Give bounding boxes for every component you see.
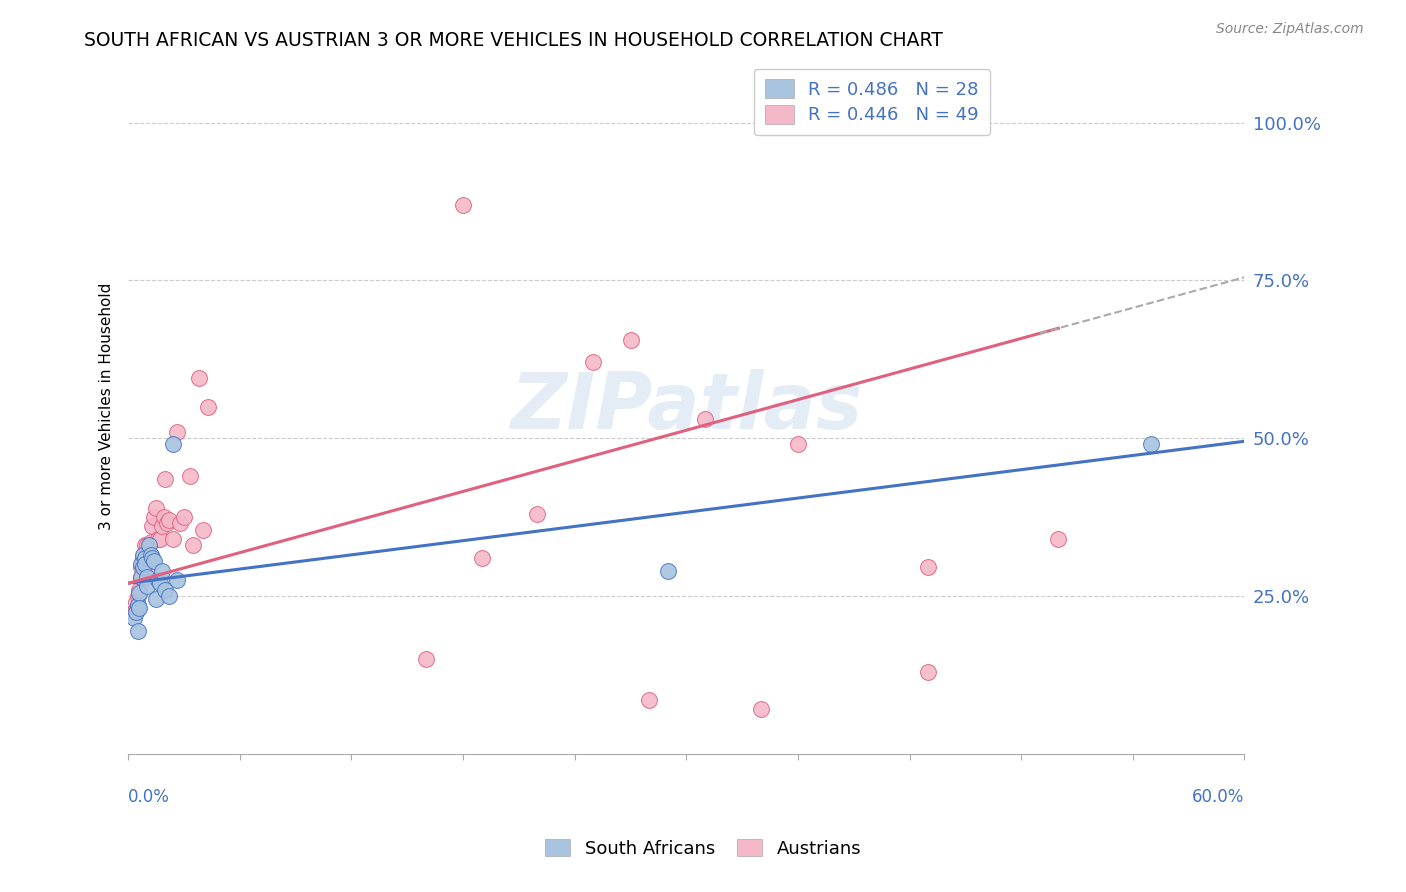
Point (128, 601, 150, 615)
Point (191, 523, 214, 537)
Point (155, 582, 177, 597)
Point (146, 532, 169, 546)
Point (150, 564, 173, 578)
Point (162, 437, 184, 451)
Point (150, 519, 173, 533)
Point (149, 532, 172, 546)
Point (693, 412, 716, 426)
Point (129, 570, 152, 584)
Point (125, 601, 148, 615)
Point (146, 573, 169, 587)
Point (128, 582, 150, 597)
Point (129, 558, 152, 572)
Point (582, 355, 605, 369)
Point (139, 535, 162, 549)
Point (471, 551, 494, 566)
Point (917, 560, 939, 574)
Point (127, 624, 149, 638)
Point (134, 544, 156, 558)
Point (127, 601, 149, 615)
Point (657, 564, 679, 578)
Point (141, 519, 163, 533)
Point (1047, 532, 1070, 546)
Legend: R = 0.486   N = 28, R = 0.446   N = 49: R = 0.486 N = 28, R = 0.446 N = 49 (754, 69, 990, 136)
Point (132, 560, 155, 574)
Point (138, 560, 160, 574)
Point (1140, 437, 1163, 451)
Point (129, 570, 152, 584)
Point (145, 500, 167, 515)
Point (141, 551, 163, 566)
Point (134, 551, 156, 566)
Point (134, 558, 156, 572)
Point (183, 538, 205, 552)
Point (526, 507, 548, 521)
Point (132, 551, 155, 566)
Point (135, 570, 157, 584)
Point (139, 548, 162, 562)
Text: ZIPatlas: ZIPatlas (510, 368, 862, 444)
Point (143, 510, 166, 524)
Text: SOUTH AFRICAN VS AUSTRIAN 3 OR MORE VEHICLES IN HOUSEHOLD CORRELATION CHART: SOUTH AFRICAN VS AUSTRIAN 3 OR MORE VEHI… (84, 31, 943, 50)
Point (157, 589, 180, 603)
Point (415, 652, 437, 666)
Point (135, 579, 157, 593)
Point (129, 560, 152, 574)
Point (127, 599, 149, 613)
Point (143, 554, 166, 568)
Legend: South Africans, Austrians: South Africans, Austrians (537, 832, 869, 865)
Point (135, 551, 157, 566)
Point (166, 425, 188, 439)
Text: Source: ZipAtlas.com: Source: ZipAtlas.com (1216, 22, 1364, 37)
Text: 60.0%: 60.0% (1192, 789, 1244, 806)
Point (162, 532, 184, 546)
Point (132, 554, 155, 568)
Point (156, 516, 179, 531)
Point (197, 400, 219, 414)
Point (917, 665, 939, 679)
Point (145, 592, 167, 607)
Point (152, 510, 174, 524)
Point (157, 513, 180, 527)
Point (125, 605, 148, 619)
Point (166, 573, 188, 587)
Point (149, 576, 172, 591)
Point (138, 538, 160, 552)
Point (787, 437, 810, 451)
Point (135, 538, 157, 552)
Point (169, 516, 191, 531)
Point (187, 371, 209, 385)
Point (173, 510, 195, 524)
Point (451, 197, 474, 211)
Point (125, 595, 148, 609)
Point (122, 611, 145, 625)
Point (134, 538, 156, 552)
Point (179, 469, 201, 483)
Point (128, 585, 150, 599)
Point (128, 585, 150, 599)
Point (638, 693, 661, 707)
Point (132, 548, 155, 562)
Y-axis label: 3 or more Vehicles in Household: 3 or more Vehicles in Household (100, 283, 114, 530)
Point (122, 605, 145, 619)
Text: 0.0%: 0.0% (128, 789, 170, 806)
Point (127, 589, 149, 603)
Point (749, 702, 772, 716)
Point (619, 334, 641, 348)
Point (155, 472, 177, 486)
